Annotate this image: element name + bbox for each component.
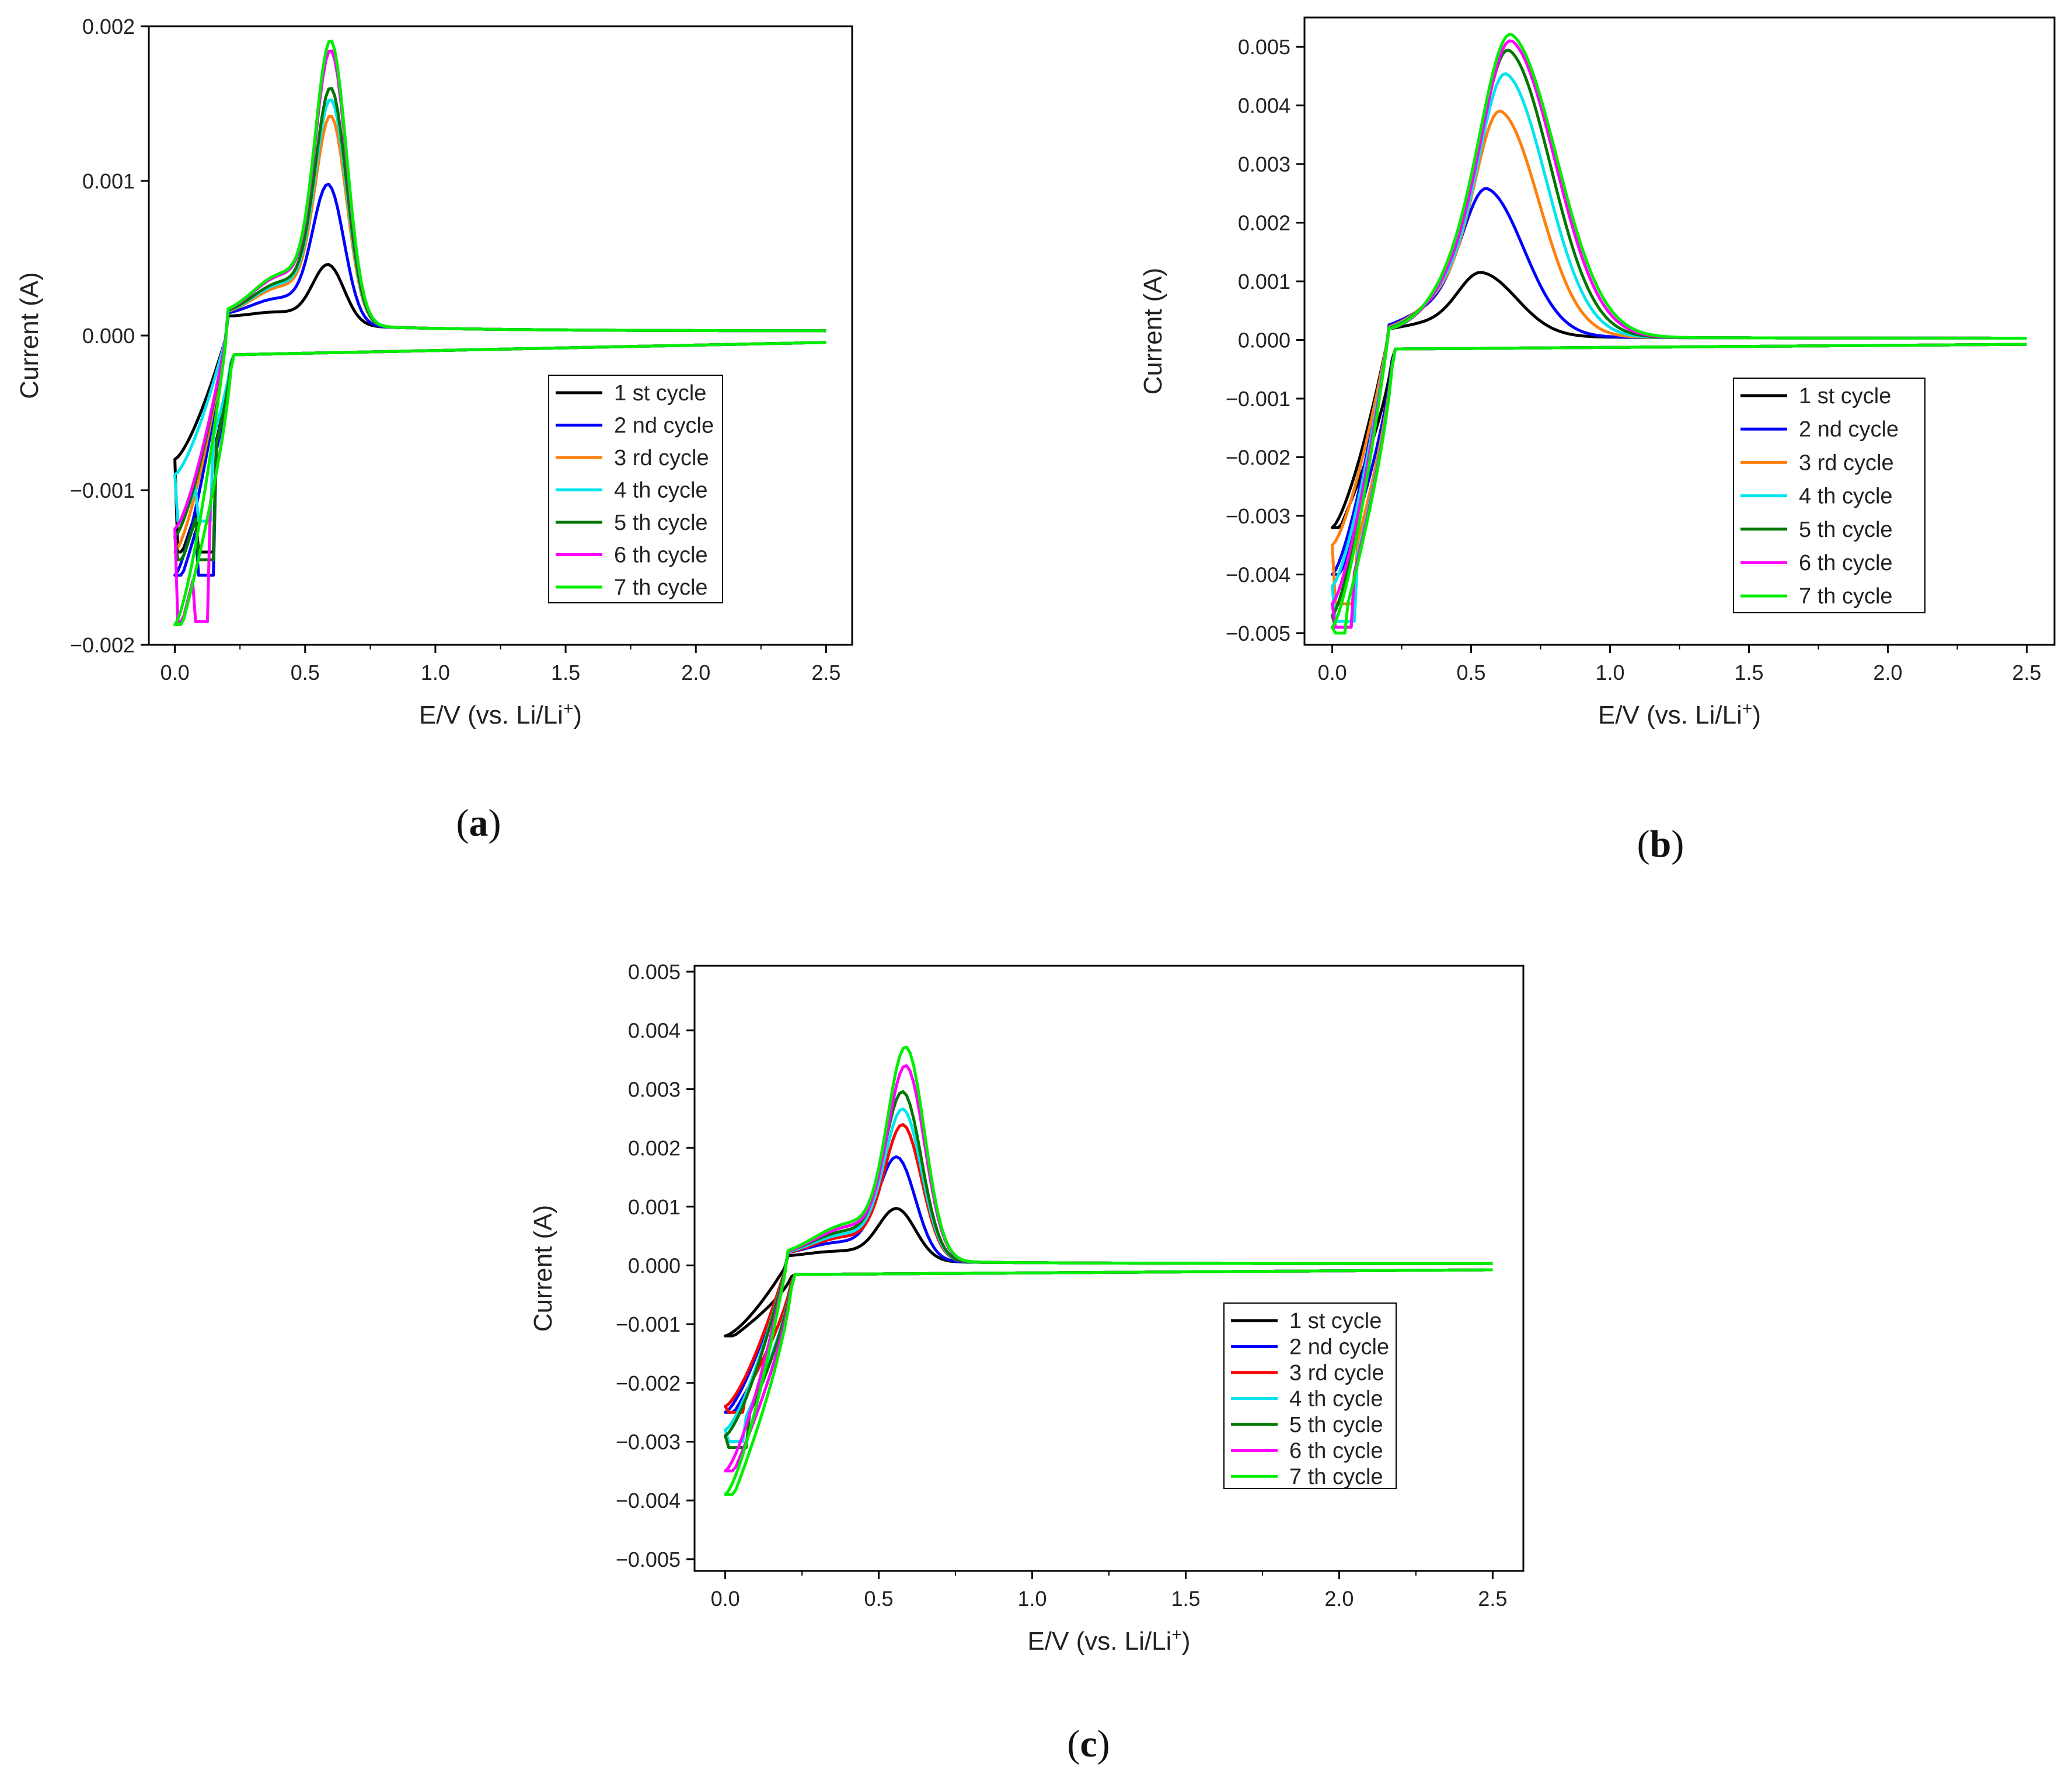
- y-tick-label: −0.001: [70, 479, 135, 502]
- y-tick-label: −0.002: [1226, 446, 1290, 470]
- legend-label-7: 7 th cycle: [1289, 1465, 1383, 1489]
- x-tick-label: 0.0: [161, 661, 190, 685]
- y-tick-label: −0.002: [70, 633, 135, 657]
- y-tick-label: 0.003: [628, 1077, 681, 1101]
- legend-label-6: 6 th cycle: [1799, 551, 1893, 575]
- y-axis-title: Current (A): [15, 272, 44, 399]
- plot-area: [1331, 33, 2027, 635]
- y-tick-label: −0.005: [1226, 621, 1290, 645]
- y-axis-title: Current (A): [529, 1205, 557, 1332]
- series-line-3: [173, 114, 826, 561]
- legend: 1 st cycle 2 nd cycle 3 rd cycle 4 th cycle…: [548, 375, 723, 603]
- x-tick-label: 0.5: [291, 661, 320, 685]
- x-tick-label: 2.5: [811, 661, 840, 685]
- x-tick-label: 2.0: [1873, 661, 1902, 685]
- y-tick-label: 0.003: [1238, 152, 1290, 176]
- legend-label-3: 3 rd cycle: [1289, 1361, 1384, 1385]
- x-tick-label: 2.0: [681, 661, 710, 685]
- y-tick-label: 0.001: [82, 169, 135, 193]
- y-tick-label: −0.004: [616, 1489, 681, 1513]
- x-axis-title: E/V (vs. Li/Li+): [419, 699, 582, 729]
- legend-label-4: 4 th cycle: [1289, 1387, 1383, 1412]
- plot-area: [173, 39, 826, 626]
- legend-label-2: 2 nd cycle: [614, 414, 714, 438]
- x-tick-label: 1.5: [1171, 1587, 1200, 1611]
- y-tick-label: 0.005: [628, 960, 681, 984]
- legend-box: [1223, 1302, 1397, 1489]
- x-tick-label: 1.0: [421, 661, 450, 685]
- x-tick-label: 1.5: [551, 661, 580, 685]
- x-axis-title: E/V (vs. Li/Li+): [1027, 1625, 1190, 1656]
- y-tick-label: 0.004: [1238, 94, 1290, 118]
- x-tick-label: 2.5: [1478, 1587, 1507, 1611]
- legend-label-6: 6 th cycle: [614, 543, 708, 568]
- y-tick-label: 0.004: [628, 1019, 681, 1043]
- y-tick-label: −0.003: [1226, 504, 1290, 528]
- legend-label-7: 7 th cycle: [1799, 584, 1893, 609]
- y-tick-label: −0.005: [616, 1548, 681, 1572]
- plot-area: [724, 1045, 1493, 1496]
- legend-label-5: 5 th cycle: [1289, 1413, 1383, 1437]
- chart-panel-c: 0.0 0.5 1.0 1.5 2.0 2.5 −0.005 −0.004 −0.003 −0.0…: [529, 960, 1525, 1656]
- series-line-2: [173, 183, 826, 577]
- legend: 1 st cycle 2 nd cycle 3 rd cycle 4 th cycle…: [1733, 378, 1926, 613]
- series-line-7: [173, 39, 826, 626]
- y-tick-label: 0.002: [82, 15, 135, 39]
- x-tick-label: 1.0: [1017, 1587, 1047, 1611]
- legend-label-6: 6 th cycle: [1289, 1439, 1383, 1464]
- x-tick-label: 1.5: [1734, 661, 1763, 685]
- y-tick-label: −0.002: [616, 1371, 681, 1395]
- x-tick-label: 2.0: [1324, 1587, 1354, 1611]
- x-tick-label: 0.0: [711, 1587, 740, 1611]
- y-tick-label: 0.001: [1238, 270, 1290, 294]
- legend-label-2: 2 nd cycle: [1289, 1335, 1389, 1360]
- y-tick-label: −0.004: [1226, 563, 1290, 586]
- x-tick-label: 1.0: [1595, 661, 1624, 685]
- x-tick-label: 0.0: [1318, 661, 1347, 685]
- plot-frame: [1303, 16, 2056, 646]
- panel-caption-b: (b): [1637, 823, 1684, 865]
- series-line-5: [173, 87, 826, 561]
- y-tick-label: −0.001: [1226, 387, 1290, 411]
- y-tick-label: 0.000: [82, 324, 135, 348]
- chart-panel-b: 0.0 0.5 1.0 1.5 2.0 2.5 −0.005 −0.004 −0.003 −0.0…: [1139, 16, 2056, 729]
- x-tick-label: 0.5: [864, 1587, 894, 1611]
- y-tick-label: 0.002: [628, 1136, 681, 1160]
- y-tick-label: 0.005: [1238, 35, 1290, 59]
- legend-label-4: 4 th cycle: [614, 479, 708, 503]
- x-tick-label: 0.5: [1457, 661, 1486, 685]
- y-tick-label: −0.003: [616, 1430, 681, 1454]
- legend-label-1: 1 st cycle: [1289, 1309, 1382, 1333]
- chart-panel-a: 0.0 0.5 1.0 1.5 2.0 2.5 −0.002 −0.001 0.000 0.001…: [15, 15, 853, 729]
- y-tick-label: 0.002: [1238, 211, 1290, 235]
- series-line-6: [173, 49, 826, 623]
- y-axis-title: Current (A): [1139, 268, 1167, 395]
- legend-label-5: 5 th cycle: [614, 511, 708, 535]
- legend-label-1: 1 st cycle: [1799, 384, 1891, 408]
- plot-frame: [693, 965, 1525, 1572]
- y-tick-label: 0.000: [1238, 329, 1290, 352]
- legend-label-3: 3 rd cycle: [1799, 451, 1894, 475]
- panel-caption-c: (c): [1067, 1723, 1110, 1765]
- legend-label-5: 5 th cycle: [1799, 518, 1893, 542]
- panel-caption-a: (a): [456, 802, 501, 844]
- y-tick-label: 0.001: [628, 1195, 681, 1219]
- legend-label-7: 7 th cycle: [614, 575, 708, 600]
- plot-frame: [148, 25, 853, 646]
- legend-label-1: 1 st cycle: [614, 381, 706, 406]
- y-tick-label: 0.000: [628, 1253, 681, 1277]
- x-tick-label: 2.5: [2012, 661, 2041, 685]
- legend-label-2: 2 nd cycle: [1799, 417, 1899, 442]
- x-axis-title: E/V (vs. Li/Li+): [1598, 699, 1761, 729]
- legend-label-4: 4 th cycle: [1799, 484, 1893, 509]
- series-line-7: [724, 1045, 1493, 1496]
- y-tick-label: −0.001: [616, 1312, 681, 1336]
- series-line-7: [1331, 33, 2027, 635]
- series-line-4: [173, 98, 826, 523]
- legend-label-3: 3 rd cycle: [614, 446, 709, 470]
- series-line-1: [173, 263, 826, 554]
